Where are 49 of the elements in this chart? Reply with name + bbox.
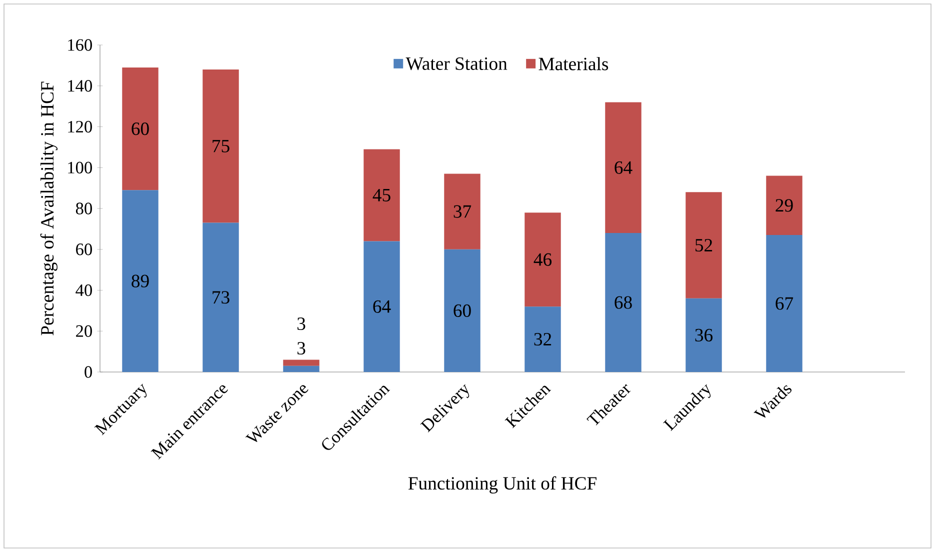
bar — [605, 233, 642, 372]
data-label: 3 — [297, 342, 306, 355]
bar — [686, 192, 722, 298]
y-tick-label: 60 — [76, 244, 92, 256]
data-label: 37 — [454, 205, 472, 218]
bar — [444, 249, 480, 372]
y-tick-label: 120 — [68, 120, 92, 133]
bar — [202, 222, 239, 372]
data-label: 64 — [614, 161, 632, 174]
y-tick-label: 20 — [76, 325, 92, 337]
bar — [122, 190, 158, 372]
legend-label: Materials — [538, 57, 608, 70]
data-label: 52 — [696, 239, 712, 252]
bar — [524, 212, 561, 307]
bar — [283, 360, 320, 366]
data-label: 68 — [614, 296, 632, 309]
data-label: 45 — [372, 188, 390, 202]
bar — [686, 298, 722, 372]
y-tick-label: 40 — [76, 284, 92, 296]
y-tick-label: 160 — [68, 39, 92, 51]
bar — [605, 102, 642, 234]
data-label: 36 — [695, 328, 713, 342]
data-label: 67 — [776, 297, 794, 310]
bar — [444, 174, 480, 250]
data-label: 60 — [454, 304, 471, 317]
bar — [524, 306, 561, 372]
bar — [364, 241, 400, 372]
bar — [122, 67, 158, 190]
data-label: 73 — [212, 291, 230, 304]
bar — [364, 149, 400, 242]
bar — [202, 70, 239, 223]
y-tick-label: 100 — [68, 162, 92, 174]
data-label: 75 — [212, 140, 230, 152]
data-label: 64 — [373, 300, 391, 313]
bar — [766, 176, 802, 236]
data-label: 29 — [776, 199, 793, 212]
data-label: 89 — [132, 274, 149, 288]
y-tick-label: 0 — [84, 366, 92, 378]
data-label: 3 — [297, 317, 306, 330]
legend-label: Water Station — [406, 57, 508, 70]
bar — [766, 235, 802, 372]
y-axis-title: Percentage of Availability in HCF — [40, 82, 58, 336]
y-tick-label: 140 — [68, 80, 92, 92]
x-axis-title: Functioning Unit of HCF — [408, 476, 596, 494]
data-label: 60 — [132, 122, 149, 136]
data-label: 32 — [534, 333, 552, 346]
y-tick-label: 80 — [76, 202, 92, 214]
data-label: 46 — [534, 253, 552, 266]
bar — [283, 366, 320, 372]
